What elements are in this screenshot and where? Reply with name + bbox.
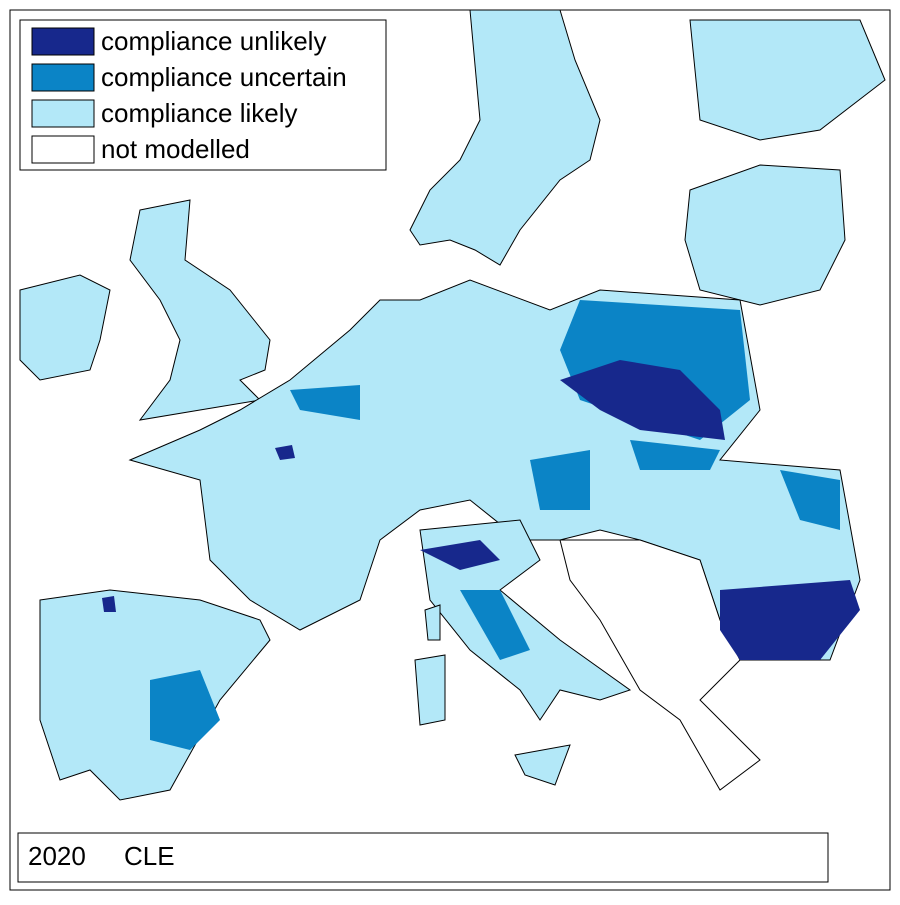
scandinavia	[409, 9, 601, 266]
finland	[689, 19, 886, 141]
uncertain-area	[290, 385, 360, 420]
uncertain-area	[630, 440, 720, 470]
caption-year: 2020	[28, 841, 86, 871]
land-areas	[19, 9, 886, 801]
baltics	[684, 164, 846, 306]
legend-label: compliance uncertain	[101, 62, 347, 92]
uncertain-area	[780, 470, 840, 530]
sicily	[514, 744, 571, 786]
unlikely-area	[720, 580, 860, 660]
legend-swatch	[31, 63, 95, 92]
legend-swatch	[31, 27, 95, 56]
ireland	[19, 274, 111, 381]
caption-scenario: CLE	[124, 841, 175, 871]
legend-label: compliance unlikely	[101, 26, 326, 56]
unlikely-area	[420, 540, 500, 570]
unlikely-area	[560, 360, 725, 440]
balkans	[559, 539, 761, 791]
legend-swatch	[31, 135, 95, 164]
legend: compliance unlikely compliance uncertain c…	[19, 19, 387, 171]
uncertain-area	[530, 450, 590, 510]
uncertain-area	[150, 670, 220, 750]
unlikely-areas	[102, 360, 860, 660]
legend-swatch	[31, 99, 95, 128]
sardinia	[414, 654, 446, 726]
legend-label: compliance likely	[101, 98, 298, 128]
corsica	[424, 604, 441, 641]
uncertain-area	[460, 590, 530, 660]
italy	[419, 519, 632, 721]
legend-label: not modelled	[101, 134, 250, 164]
unlikely-area	[102, 596, 116, 612]
caption-box	[17, 832, 829, 883]
unlikely-area	[275, 445, 295, 460]
caption: 2020 CLE	[17, 832, 829, 883]
